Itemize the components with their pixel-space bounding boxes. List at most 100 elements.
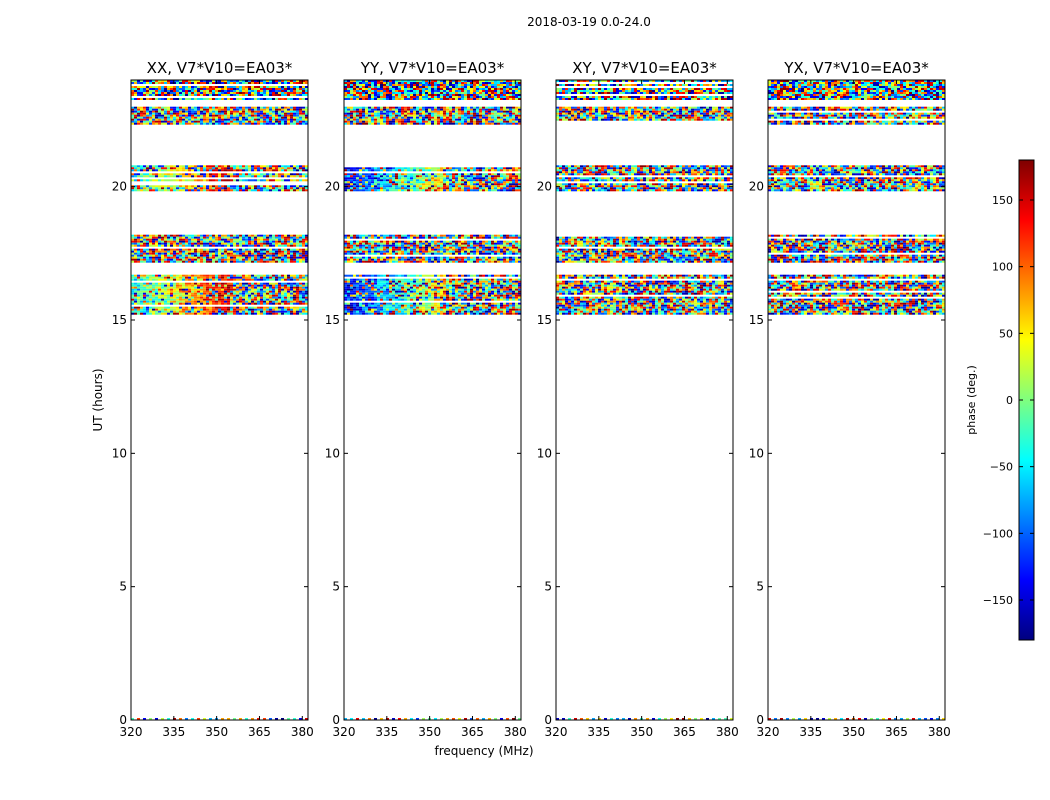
heatmap-cell (191, 112, 194, 115)
heatmap-cell (479, 302, 482, 305)
heatmap-cell (155, 260, 158, 263)
heatmap-cell (458, 302, 461, 305)
heatmap-cell (395, 286, 398, 289)
heatmap-cell (347, 240, 350, 243)
heatmap-cell (443, 278, 446, 281)
heatmap-cell (488, 308, 491, 311)
heatmap-cell (290, 116, 293, 119)
heatmap-cell (305, 114, 308, 117)
heatmap-cell (251, 122, 254, 125)
heatmap-cell (194, 173, 197, 176)
heatmap-cell (491, 306, 494, 309)
heatmap-cell (143, 312, 146, 315)
heatmap-cell (275, 288, 278, 291)
heatmap-cell (236, 90, 239, 92)
heatmap-cell (161, 116, 164, 119)
heatmap-cell (302, 236, 305, 239)
heatmap-cell (137, 120, 140, 123)
heatmap-cell (146, 112, 149, 115)
heatmap-cell (299, 108, 302, 111)
heatmap-cell (167, 169, 170, 172)
heatmap-cell (176, 110, 179, 113)
heatmap-cell (350, 286, 353, 289)
heatmap-cell (290, 114, 293, 117)
heatmap-cell (182, 254, 185, 257)
heatmap-cell (203, 258, 206, 261)
heatmap-cell (143, 234, 146, 237)
heatmap-cell (188, 290, 191, 293)
heatmap-cell (509, 302, 512, 305)
heatmap-cell (284, 298, 287, 301)
heatmap-cell (221, 80, 224, 82)
heatmap-cell (158, 310, 161, 313)
heatmap-cell (260, 175, 263, 178)
heatmap-cell (206, 276, 209, 279)
heatmap-cell (353, 284, 356, 287)
heatmap-cell (269, 240, 272, 243)
heatmap-cell (233, 298, 236, 301)
heatmap-cell (266, 300, 269, 303)
heatmap-cell (497, 306, 500, 309)
heatmap-cell (161, 258, 164, 261)
heatmap-cell (299, 312, 302, 315)
heatmap-cell (194, 274, 197, 277)
heatmap-cell (131, 116, 134, 119)
heatmap-cell (146, 294, 149, 297)
heatmap-cell (149, 250, 152, 253)
heatmap-cell (239, 82, 242, 84)
heatmap-cell (287, 718, 290, 720)
heatmap-cell (380, 284, 383, 287)
heatmap-cell (209, 98, 212, 100)
heatmap-cell (269, 302, 272, 305)
heatmap-cell (200, 169, 203, 172)
heatmap-cell (236, 98, 239, 100)
heatmap-cell (158, 118, 161, 121)
heatmap-cell (215, 308, 218, 311)
heatmap-cell (206, 298, 209, 301)
heatmap-cell (173, 108, 176, 111)
heatmap-cell (392, 298, 395, 301)
heatmap-cell (419, 284, 422, 287)
heatmap-cell (209, 312, 212, 315)
heatmap-cell (146, 82, 149, 84)
heatmap-cell (191, 82, 194, 84)
heatmap-cell (389, 240, 392, 243)
heatmap-cell (167, 238, 170, 241)
heatmap-cell (179, 234, 182, 237)
heatmap-cell (401, 252, 404, 255)
heatmap-cell (188, 187, 191, 190)
heatmap-cell (173, 167, 176, 170)
heatmap-cell (224, 306, 227, 309)
heatmap-cell (182, 292, 185, 295)
heatmap-cell (374, 250, 377, 253)
heatmap-cell (284, 238, 287, 241)
heatmap-cell (221, 254, 224, 257)
heatmap-cell (449, 290, 452, 293)
heatmap-cell (233, 250, 236, 253)
heatmap-cell (404, 240, 407, 243)
heatmap-cell (416, 304, 419, 307)
heatmap-cell (293, 298, 296, 301)
heatmap-cell (230, 256, 233, 259)
heatmap-cell (266, 274, 269, 277)
heatmap-cell (509, 290, 512, 293)
heatmap-cell (200, 106, 203, 109)
heatmap-cell (395, 244, 398, 247)
heatmap-cell (284, 252, 287, 255)
heatmap-cell (131, 282, 134, 285)
heatmap-cell (212, 238, 215, 241)
heatmap-cell (254, 250, 257, 253)
heatmap-cell (170, 242, 173, 245)
heatmap-cell (266, 260, 269, 263)
heatmap-cell (215, 250, 218, 253)
heatmap-cell (140, 106, 143, 109)
heatmap-cell (233, 167, 236, 170)
heatmap-cell (452, 240, 455, 243)
heatmap-cell (518, 296, 521, 299)
heatmap-cell (497, 308, 500, 311)
heatmap-cell (137, 276, 140, 279)
heatmap-cell (401, 308, 404, 311)
heatmap-cell (380, 298, 383, 301)
heatmap-cell (203, 300, 206, 303)
heatmap-cell (173, 302, 176, 305)
